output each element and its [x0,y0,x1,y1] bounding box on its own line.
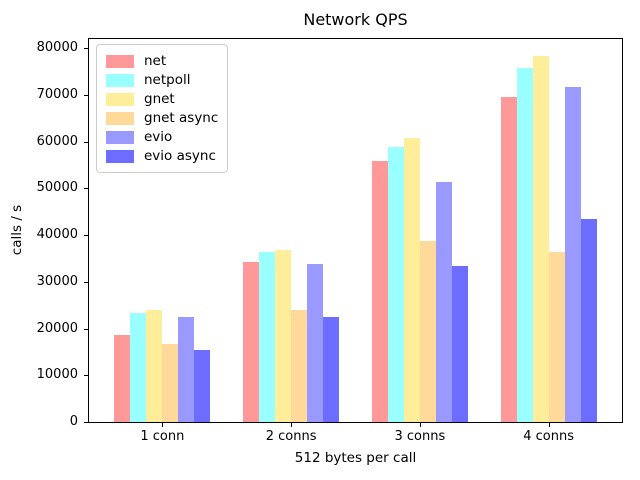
legend-item-net: net [106,53,218,69]
x-tick-label: 2 conns [265,429,317,444]
bar-evio-async-2-conns [323,317,339,422]
bar-netpoll-3-conns [388,147,404,422]
x-tick-label: 1 conn [140,429,185,444]
y-tick-label: 40000 [36,227,78,243]
y-tick-label: 30000 [36,273,78,289]
y-tick-label: 80000 [36,40,78,56]
bar-net-2-conns [243,262,259,422]
x-tick-label: 4 conns [523,429,574,444]
legend-item-evio-async: evio async [106,148,218,164]
legend-item-netpoll: netpoll [106,72,218,88]
x-tick-mark [549,423,550,427]
legend-swatch-evio [106,130,134,144]
bar-evio-async-1-conn [194,350,210,422]
bar-gnet-async-1-conn [162,344,178,422]
y-tick-label: 50000 [36,180,78,196]
legend-label: gnet [144,91,175,107]
y-tick-mark [84,422,88,423]
legend-item-evio: evio [106,129,218,145]
bar-netpoll-1-conn [130,313,146,422]
y-tick-label: 10000 [36,367,78,383]
legend-swatch-gnet [106,92,134,106]
y-tick-label: 60000 [36,133,78,149]
legend-item-gnet-async: gnet async [106,110,218,126]
bar-evio-2-conns [307,264,323,422]
plot-area: net netpoll gnet gnet async evio evio async [88,38,623,423]
x-tick-mark [420,423,421,427]
legend: net netpoll gnet gnet async evio evio async [96,44,229,173]
bar-gnet-3-conns [404,138,420,422]
y-tick-mark [84,95,88,96]
y-tick-label: 20000 [36,320,78,336]
x-axis-label: 512 bytes per call [294,450,417,466]
legend-swatch-netpoll [106,73,134,87]
bar-gnet-async-2-conns [291,310,307,422]
bar-netpoll-4-conns [517,68,533,422]
bar-evio-4-conns [565,87,581,422]
y-tick-mark [84,235,88,236]
legend-swatch-gnet-async [106,111,134,125]
y-tick-mark [84,188,88,189]
bar-net-3-conns [372,161,388,422]
legend-label: evio [144,129,173,145]
bar-evio-async-3-conns [452,266,468,422]
y-tick-mark [84,282,88,283]
x-tick-mark [291,423,292,427]
bar-gnet-async-3-conns [420,241,436,422]
bar-net-1-conn [114,335,130,422]
y-tick-mark [84,48,88,49]
bar-gnet-4-conns [533,56,549,422]
y-tick-label: 70000 [36,87,78,103]
bar-net-4-conns [501,97,517,422]
legend-label: net [144,53,167,69]
legend-label: evio async [144,148,216,164]
bar-gnet-async-4-conns [549,252,565,422]
x-tick-mark [162,423,163,427]
bar-gnet-2-conns [275,250,291,422]
y-tick-label: 0 [69,414,78,429]
y-tick-mark [84,329,88,330]
x-tick-label: 3 conns [394,429,446,444]
legend-swatch-net [106,54,134,68]
bar-evio-async-4-conns [581,219,597,422]
y-tick-mark [84,142,88,143]
bar-gnet-1-conn [146,310,162,422]
bar-evio-1-conn [178,317,194,422]
chart-title: Network QPS [303,10,408,29]
legend-swatch-evio-async [106,149,134,163]
legend-label: netpoll [144,72,191,88]
bar-evio-3-conns [436,182,452,422]
legend-label: gnet async [144,110,219,126]
legend-item-gnet: gnet [106,91,218,107]
y-tick-mark [84,375,88,376]
bar-netpoll-2-conns [259,252,275,422]
